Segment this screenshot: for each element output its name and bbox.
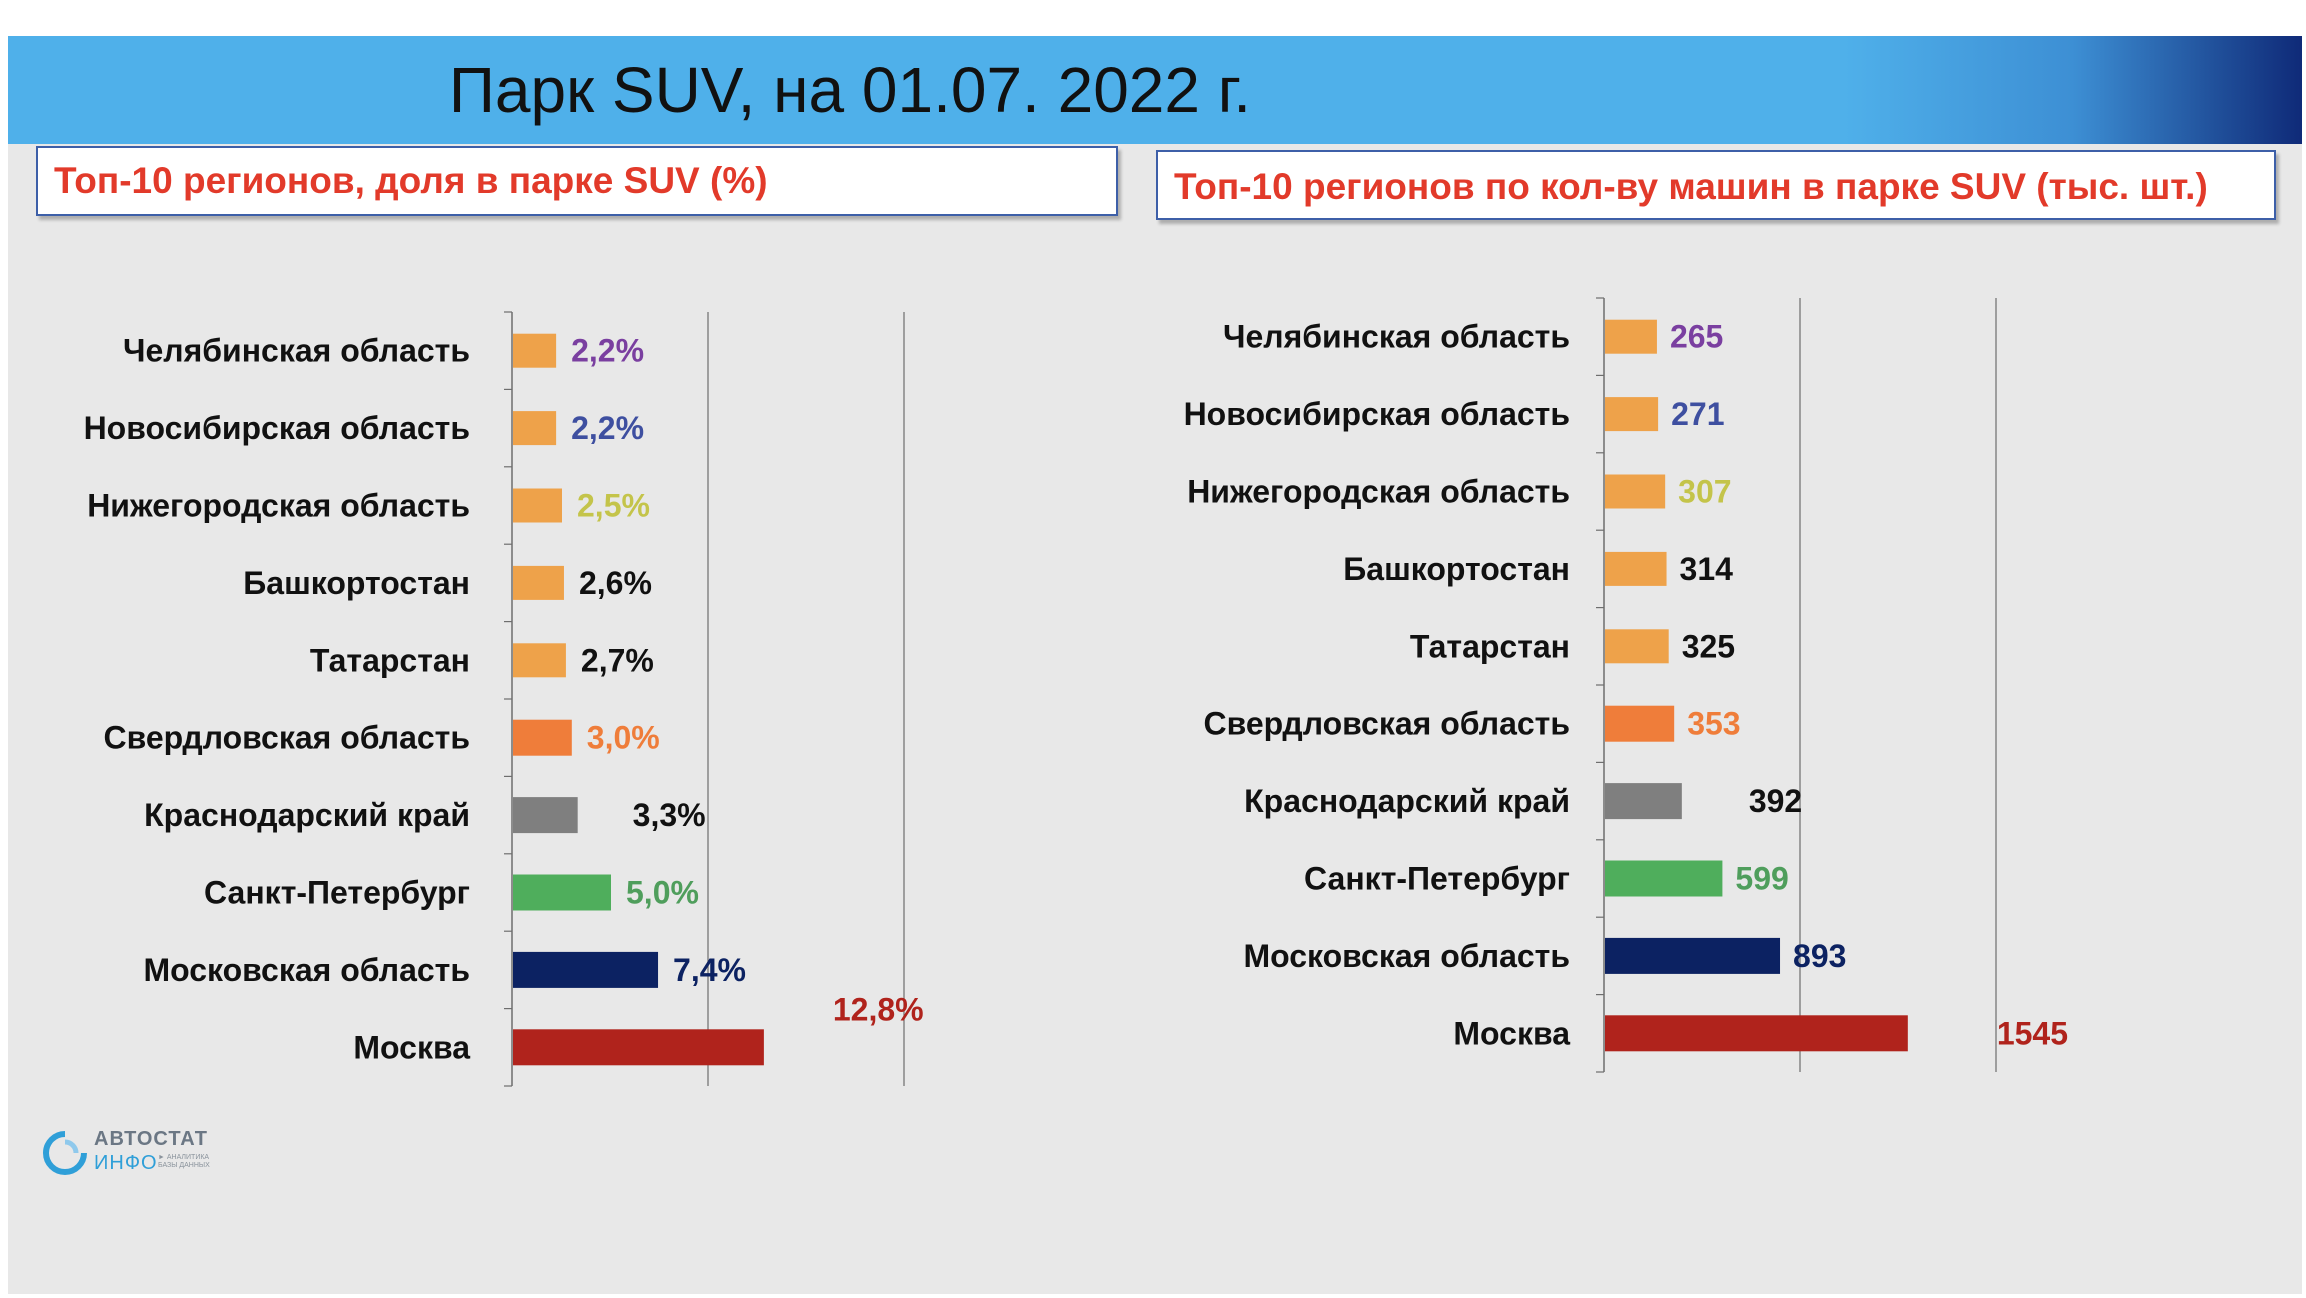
bar bbox=[513, 643, 566, 678]
bar bbox=[513, 333, 557, 368]
bar bbox=[1605, 783, 1682, 820]
category-label: Краснодарский край bbox=[1244, 783, 1570, 819]
data-label: 599 bbox=[1735, 861, 1788, 897]
data-label: 325 bbox=[1682, 628, 1735, 664]
data-label: 353 bbox=[1687, 706, 1740, 742]
data-label: 12,8% bbox=[833, 991, 924, 1027]
bar bbox=[513, 565, 564, 600]
data-label: 2,6% bbox=[579, 565, 652, 601]
data-label: 893 bbox=[1793, 938, 1846, 974]
right-panel-title: Топ-10 регионов по кол-ву машин в парке … bbox=[1156, 150, 2276, 220]
bar bbox=[1605, 474, 1666, 509]
data-label: 2,7% bbox=[581, 642, 654, 678]
bar bbox=[1605, 319, 1657, 354]
data-label: 3,0% bbox=[587, 720, 660, 756]
data-label: 7,4% bbox=[673, 952, 746, 988]
data-label: 265 bbox=[1670, 319, 1723, 355]
category-label: Нижегородская область bbox=[87, 488, 470, 524]
logo-line1: АВТОСТАТ bbox=[94, 1128, 208, 1150]
logo-icon bbox=[43, 1131, 87, 1175]
category-label: Башкортостан bbox=[1343, 551, 1570, 587]
data-label: 307 bbox=[1678, 474, 1731, 510]
category-label: Челябинская область bbox=[1223, 319, 1570, 355]
bar bbox=[513, 951, 659, 988]
bar bbox=[1605, 629, 1669, 664]
category-label: Новосибирская область bbox=[84, 410, 470, 446]
bar bbox=[513, 1029, 764, 1066]
category-label: Новосибирская область bbox=[1184, 396, 1570, 432]
category-label: Москва bbox=[353, 1029, 470, 1065]
data-label: 271 bbox=[1671, 396, 1724, 432]
category-label: Санкт-Петербург bbox=[204, 875, 470, 911]
category-label: Свердловская область bbox=[1204, 706, 1571, 742]
bar bbox=[513, 797, 578, 834]
bar bbox=[1605, 1015, 1908, 1052]
category-label: Башкортостан bbox=[243, 565, 470, 601]
bar bbox=[1605, 551, 1667, 586]
data-label: 2,2% bbox=[571, 333, 644, 369]
bar bbox=[513, 874, 611, 911]
category-label: Санкт-Петербург bbox=[1304, 861, 1570, 897]
autostat-logo: АВТОСТАТ ИНФО ► АНАЛИТИКА БАЗЫ ДАННЫХ bbox=[42, 1124, 232, 1184]
left-panel-title: Топ-10 регионов, доля в парке SUV (%) bbox=[36, 146, 1118, 216]
data-label: 2,2% bbox=[571, 410, 644, 446]
category-label: Москва bbox=[1453, 1015, 1570, 1051]
page-title: Парк SUV, на 01.07. 2022 г. bbox=[448, 54, 1252, 126]
data-label: 314 bbox=[1680, 551, 1734, 587]
data-label: 5,0% bbox=[626, 875, 699, 911]
category-label: Татарстан bbox=[1410, 628, 1570, 664]
bar bbox=[1605, 937, 1781, 974]
data-label: 392 bbox=[1749, 783, 1802, 819]
category-label: Нижегородская область bbox=[1187, 474, 1570, 510]
category-label: Челябинская область bbox=[123, 333, 470, 369]
data-label: 3,3% bbox=[633, 797, 706, 833]
data-label: 2,5% bbox=[577, 488, 650, 524]
bar bbox=[513, 411, 557, 446]
header-band bbox=[8, 36, 2302, 144]
logo-tagline: ► АНАЛИТИКА БАЗЫ ДАННЫХ bbox=[158, 1154, 210, 1169]
logo-line2: ИНФО bbox=[94, 1152, 158, 1174]
category-label: Краснодарский край bbox=[144, 797, 470, 833]
category-label: Татарстан bbox=[310, 642, 470, 678]
category-label: Свердловская область bbox=[104, 720, 471, 756]
bar bbox=[1605, 397, 1659, 432]
bar bbox=[1605, 860, 1723, 897]
category-label: Московская область bbox=[1243, 938, 1570, 974]
bar bbox=[513, 719, 572, 756]
category-label: Московская область bbox=[143, 952, 470, 988]
bar bbox=[513, 488, 562, 523]
bar bbox=[1605, 705, 1675, 742]
data-label: 1545 bbox=[1997, 1015, 2068, 1051]
